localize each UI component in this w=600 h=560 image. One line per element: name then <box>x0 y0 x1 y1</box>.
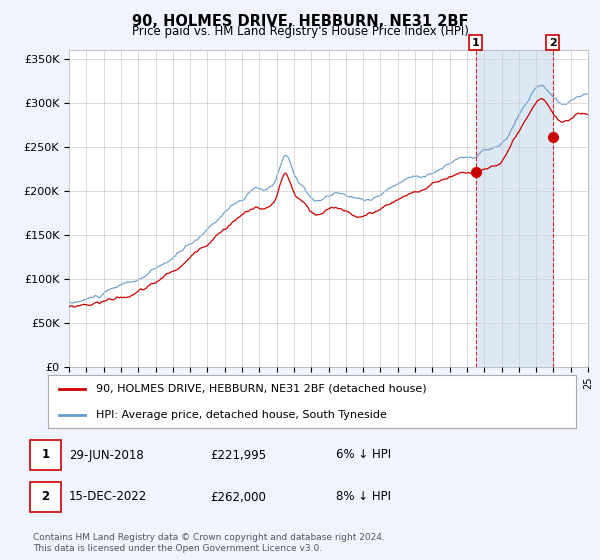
Text: 2: 2 <box>41 491 50 503</box>
Text: 2: 2 <box>549 38 557 48</box>
Text: Price paid vs. HM Land Registry's House Price Index (HPI): Price paid vs. HM Land Registry's House … <box>131 25 469 38</box>
Text: £221,995: £221,995 <box>210 449 266 461</box>
Text: 1: 1 <box>41 449 50 461</box>
Text: HPI: Average price, detached house, South Tyneside: HPI: Average price, detached house, Sout… <box>95 410 386 420</box>
Text: 29-JUN-2018: 29-JUN-2018 <box>69 449 144 461</box>
Text: Contains HM Land Registry data © Crown copyright and database right 2024.
This d: Contains HM Land Registry data © Crown c… <box>33 533 385 553</box>
Text: 6% ↓ HPI: 6% ↓ HPI <box>336 449 391 461</box>
Text: £262,000: £262,000 <box>210 491 266 503</box>
Text: 1: 1 <box>472 38 479 48</box>
Text: 90, HOLMES DRIVE, HEBBURN, NE31 2BF: 90, HOLMES DRIVE, HEBBURN, NE31 2BF <box>132 14 468 29</box>
Text: 90, HOLMES DRIVE, HEBBURN, NE31 2BF (detached house): 90, HOLMES DRIVE, HEBBURN, NE31 2BF (det… <box>95 384 426 394</box>
Bar <box>476 50 553 367</box>
Text: 8% ↓ HPI: 8% ↓ HPI <box>336 491 391 503</box>
Text: 15-DEC-2022: 15-DEC-2022 <box>69 491 147 503</box>
